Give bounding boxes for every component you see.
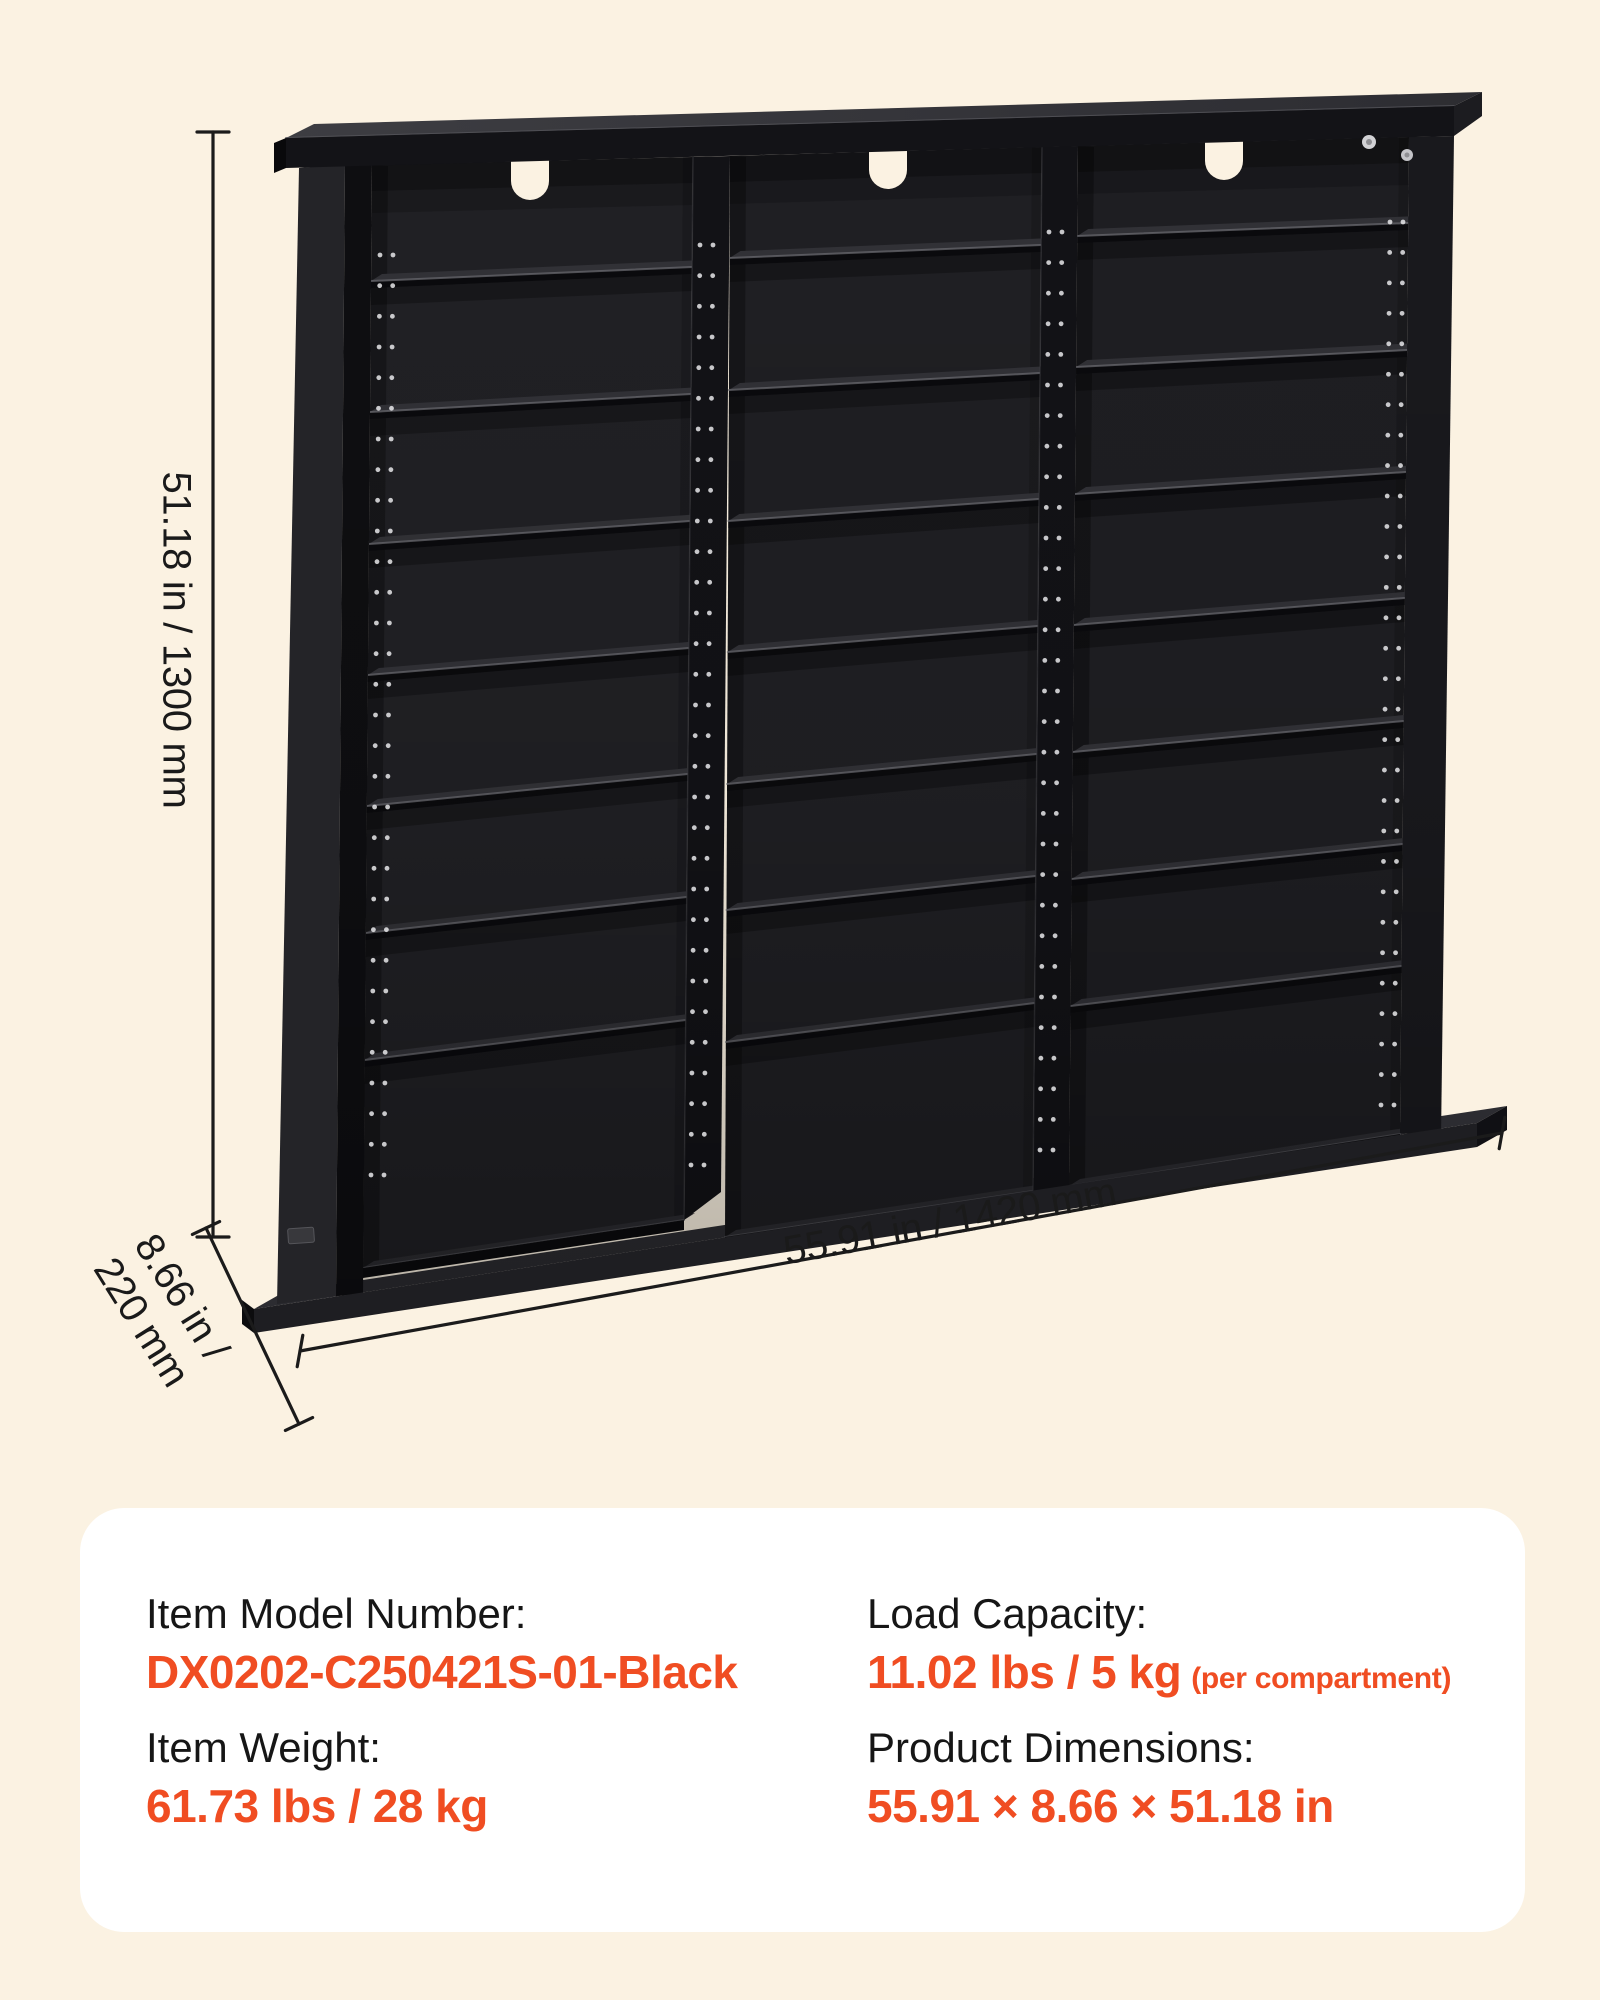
- spec-item-model-number: Item Model Number: DX0202-C250421S-01-Bl…: [146, 1588, 738, 1700]
- spec-item-weight: Item Weight: 61.73 lbs / 28 kg: [146, 1722, 488, 1834]
- spec-value-suffix: (per compartment): [1191, 1662, 1452, 1695]
- spec-value: 61.73 lbs / 28 kg: [146, 1780, 488, 1832]
- spec-value: 55.91 × 8.66 × 51.18 in: [867, 1780, 1334, 1832]
- shelf-unit: [242, 92, 1507, 1333]
- spec-label: Item Weight:: [146, 1724, 381, 1771]
- dimension-lines: [190, 130, 1507, 1433]
- spec-label: Load Capacity:: [867, 1590, 1148, 1637]
- shelf-top-cap: [274, 92, 1482, 173]
- brand-sticker: [287, 1226, 315, 1245]
- spec-label: Item Model Number:: [146, 1590, 527, 1637]
- spec-load-capacity: Load Capacity: 11.02 lbs / 5 kg (per comp…: [867, 1588, 1451, 1707]
- spec-label: Product Dimensions:: [867, 1724, 1255, 1771]
- spec-product-dimensions: Product Dimensions: 55.91 × 8.66 × 51.18…: [867, 1722, 1334, 1834]
- spec-card: Item Model Number: DX0202-C250421S-01-Bl…: [80, 1508, 1525, 1932]
- spec-value: 11.02 lbs / 5 kg (per compartment): [867, 1646, 1452, 1698]
- spec-value: DX0202-C250421S-01-Black: [146, 1646, 738, 1698]
- shelf-pin-holes: [368, 219, 1406, 1178]
- height-dimension-label: 51.18 in / 1300 mm: [154, 471, 199, 809]
